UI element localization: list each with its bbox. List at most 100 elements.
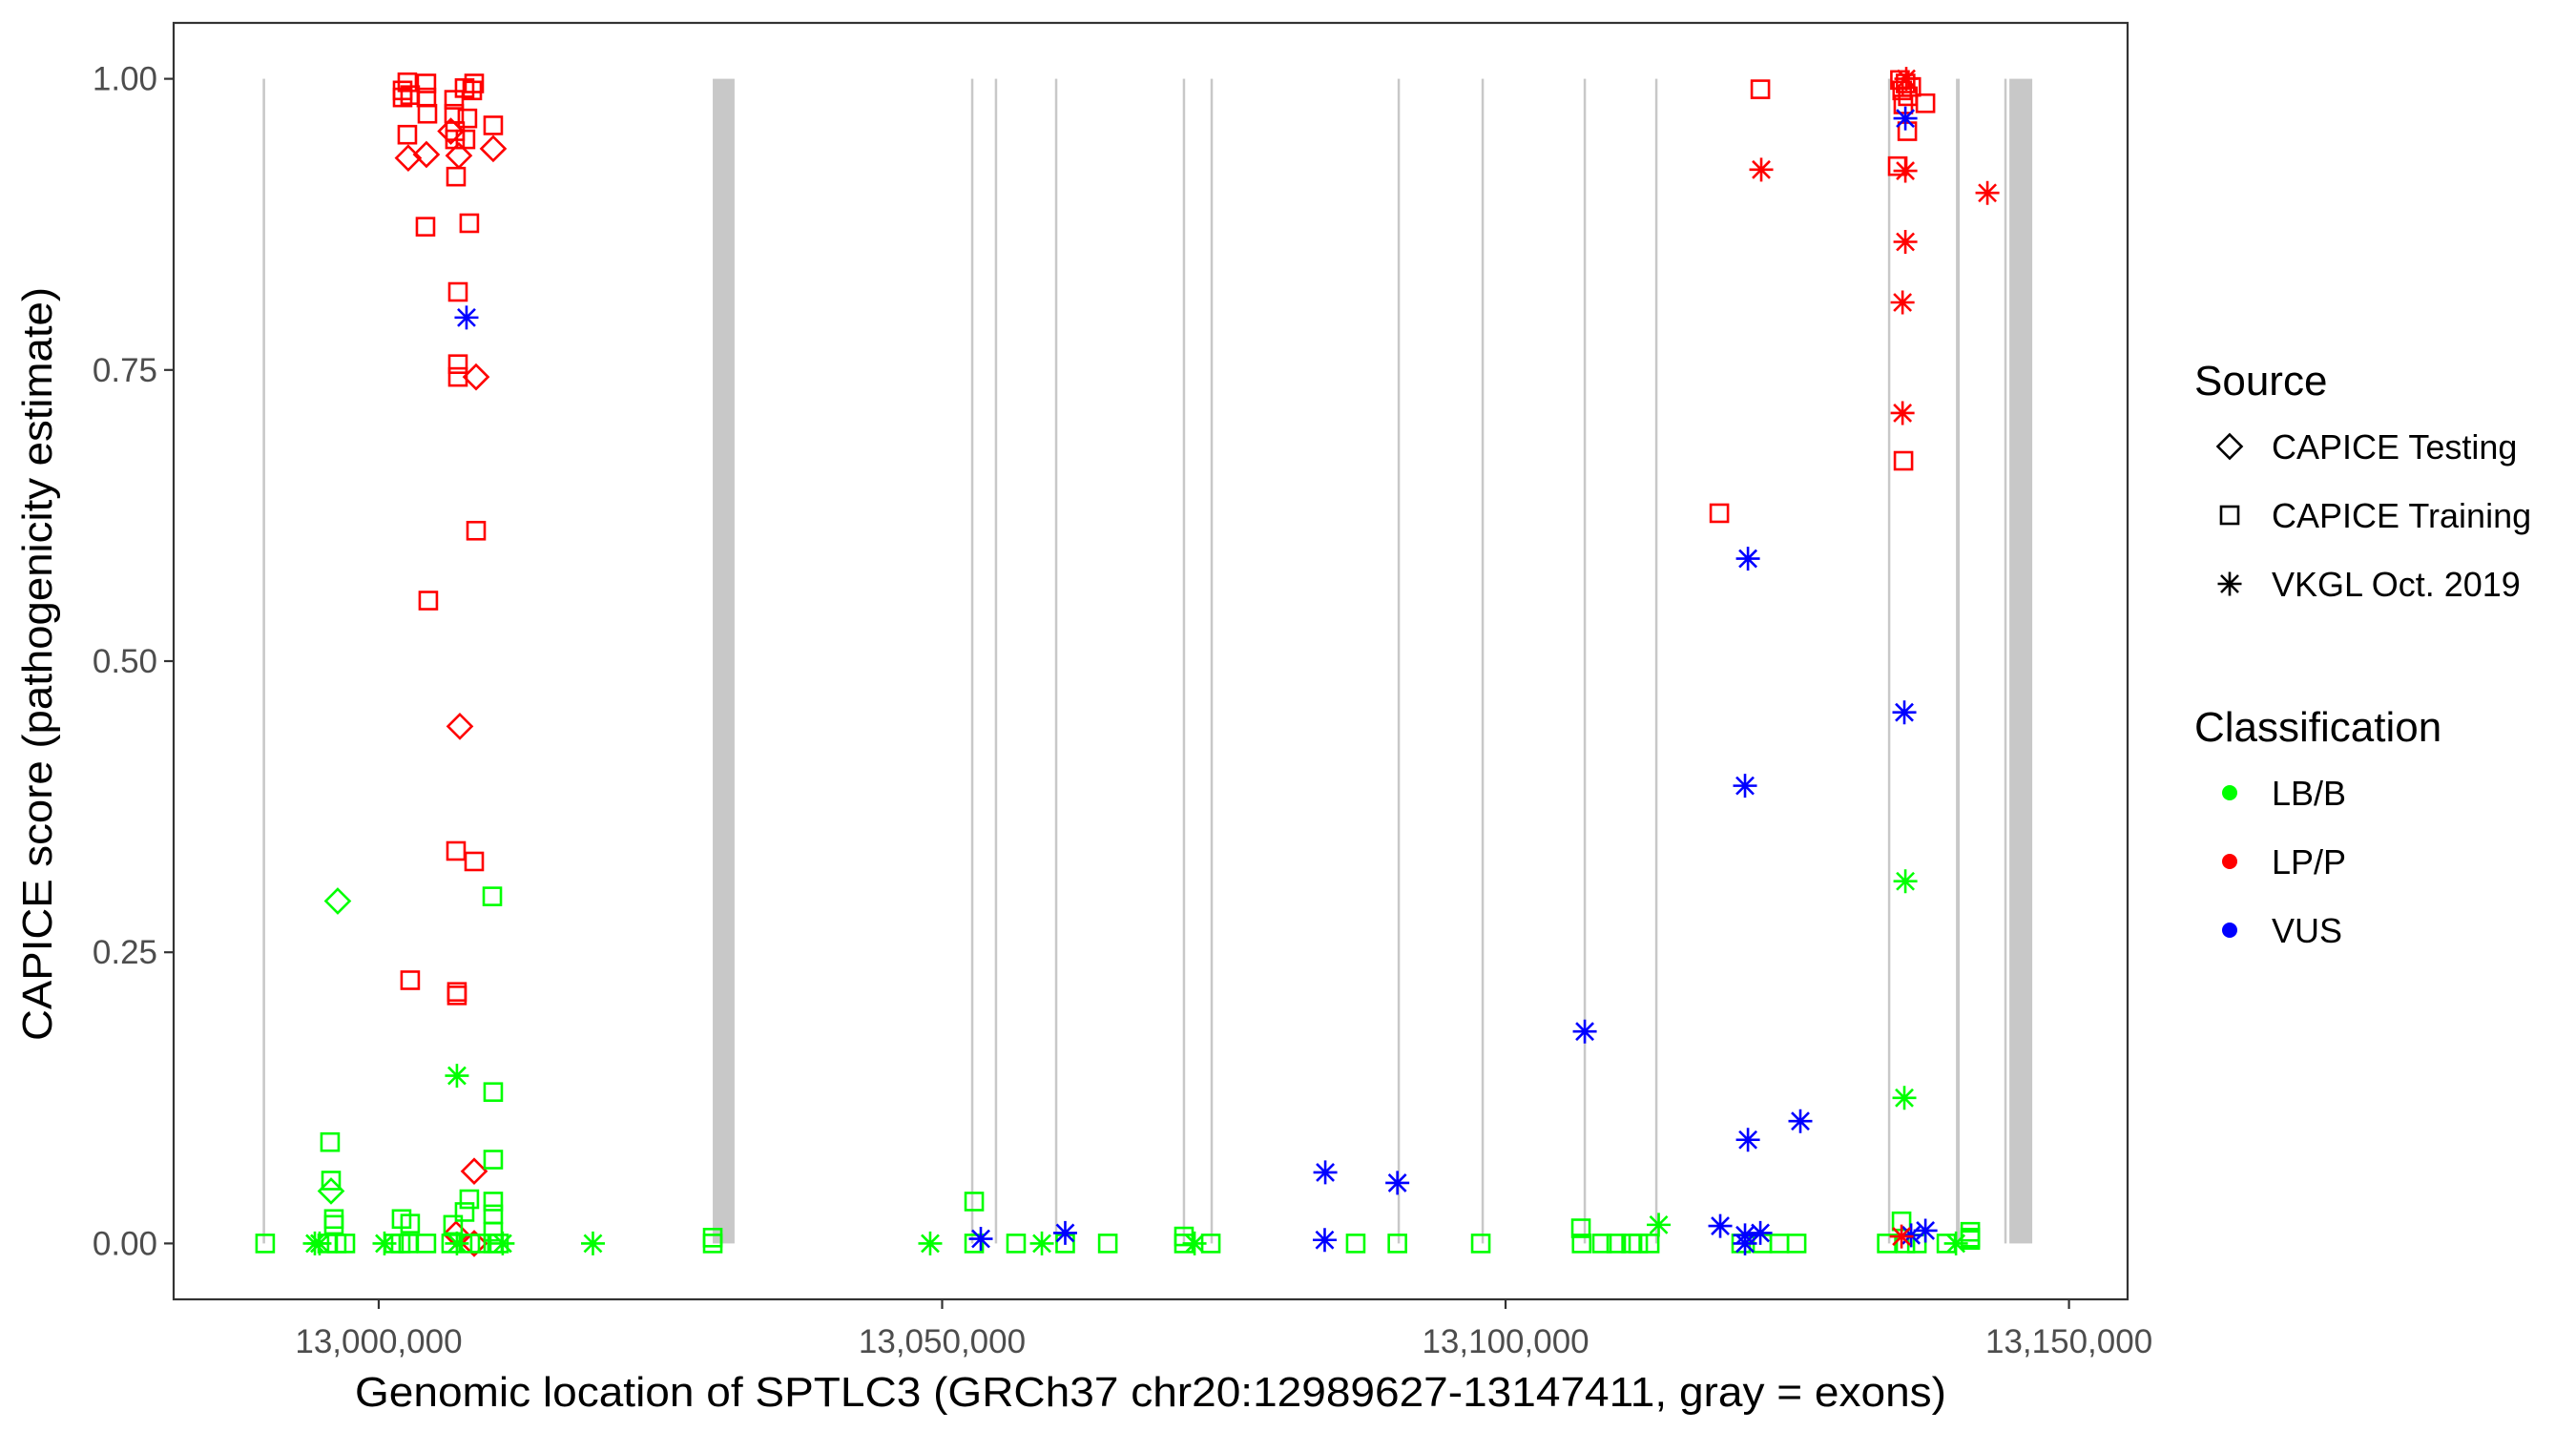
- exon-bar: [2004, 78, 2007, 1244]
- data-point: [1097, 1234, 1118, 1254]
- series-vkgl-oct-2019-lp-p: [1749, 67, 2000, 1249]
- data-point: [1890, 290, 1915, 315]
- data-point: [317, 1177, 345, 1205]
- legend-item-source: CAPICE Testing: [2215, 427, 2517, 467]
- data-point: [400, 1213, 421, 1234]
- data-point: [460, 1157, 488, 1186]
- data-point: [1894, 67, 1919, 92]
- data-point: [1893, 230, 1918, 255]
- data-point: [1006, 1234, 1027, 1254]
- data-point: [457, 108, 478, 129]
- data-point: [1606, 1234, 1627, 1254]
- y-tick-label: 0.25: [93, 934, 157, 971]
- y-axis: 0.00 0.25 0.50 0.75 1.00: [93, 61, 174, 1262]
- dot-icon: [2222, 785, 2237, 800]
- data-point: [1639, 1234, 1660, 1254]
- x-axis-title: Genomic location of SPTLC3 (GRCh37 chr20…: [355, 1369, 1946, 1416]
- square-icon: [2219, 505, 2240, 526]
- data-point: [462, 363, 490, 391]
- exon-bar: [970, 78, 974, 1244]
- exon-bar: [262, 78, 265, 1244]
- exon-bar: [1054, 78, 1058, 1244]
- data-point: [447, 366, 468, 387]
- data-point: [323, 887, 352, 915]
- data-point: [1975, 180, 2000, 205]
- data-point: [447, 985, 467, 1006]
- data-point: [447, 281, 468, 302]
- legend-label: LP/P: [2272, 842, 2346, 881]
- data-point: [447, 354, 468, 374]
- dot-icon: [2222, 923, 2237, 938]
- data-point: [464, 851, 485, 872]
- data-point: [580, 1231, 605, 1255]
- data-point: [483, 1082, 504, 1102]
- data-point: [445, 1231, 469, 1255]
- data-point: [1733, 1231, 1757, 1255]
- data-point: [1893, 94, 1914, 114]
- data-point: [462, 80, 483, 101]
- legend-item-source: CAPICE Training: [2219, 496, 2531, 535]
- data-point: [1943, 1231, 1968, 1255]
- data-point: [1788, 1109, 1813, 1133]
- data-point: [417, 103, 438, 124]
- data-point: [459, 213, 480, 234]
- data-point: [335, 1234, 356, 1254]
- exon-bar: [1397, 78, 1401, 1244]
- data-point: [483, 1150, 504, 1170]
- data-point: [1572, 1019, 1597, 1044]
- data-point: [1029, 1231, 1054, 1255]
- data-point: [964, 1234, 985, 1254]
- x-tick-label: 13,000,000: [295, 1323, 462, 1360]
- data-point: [1628, 1234, 1649, 1254]
- data-point: [418, 591, 439, 611]
- data-point: [400, 970, 421, 990]
- data-point: [1889, 1224, 1914, 1249]
- data-point: [1570, 1218, 1591, 1238]
- data-point: [255, 1234, 276, 1254]
- data-point: [446, 166, 467, 187]
- x-tick-label: 13,100,000: [1422, 1323, 1589, 1360]
- data-point: [415, 217, 436, 237]
- data-point: [964, 1192, 985, 1212]
- data-point: [455, 129, 476, 150]
- legend-item-classification: VUS: [2222, 911, 2342, 950]
- legend-label: CAPICE Training: [2272, 496, 2531, 535]
- legend-label: VKGL Oct. 2019: [2272, 565, 2521, 604]
- legend-title-classification: Classification: [2194, 704, 2441, 751]
- data-point: [1708, 1213, 1733, 1238]
- data-point: [454, 1202, 475, 1222]
- data-point: [454, 305, 479, 330]
- data-point: [446, 713, 474, 740]
- exon-bar: [713, 78, 735, 1244]
- data-point: [1709, 503, 1730, 524]
- data-point: [307, 1231, 332, 1255]
- data-point: [460, 1230, 488, 1257]
- y-tick-label: 1.00: [93, 61, 157, 98]
- data-point: [464, 73, 485, 93]
- data-points: [255, 67, 2000, 1257]
- data-point: [466, 520, 487, 541]
- data-point: [1893, 106, 1918, 131]
- exon-bar: [1210, 78, 1214, 1244]
- data-point: [1647, 1213, 1672, 1237]
- data-point: [437, 117, 465, 145]
- data-point: [397, 124, 418, 145]
- data-point: [372, 1231, 397, 1255]
- y-tick-label: 0.75: [93, 352, 157, 389]
- data-point: [1733, 774, 1757, 798]
- asterisk-icon: [2217, 571, 2242, 596]
- data-point: [490, 1231, 515, 1255]
- exon-bar: [2009, 78, 2033, 1244]
- exon-bar: [1583, 78, 1587, 1244]
- data-point: [1893, 158, 1918, 183]
- exon-bar: [1654, 78, 1658, 1244]
- data-point: [702, 1234, 723, 1254]
- data-point: [1182, 1231, 1207, 1255]
- data-point: [1892, 1086, 1917, 1110]
- data-point: [323, 1214, 344, 1235]
- data-point: [1591, 1234, 1612, 1254]
- x-axis: 13,000,000 13,050,000 13,100,000 13,150,000: [295, 1299, 2152, 1360]
- legend-item-source: VKGL Oct. 2019: [2217, 565, 2521, 604]
- series-capice-testing-lb-b: [317, 887, 352, 1205]
